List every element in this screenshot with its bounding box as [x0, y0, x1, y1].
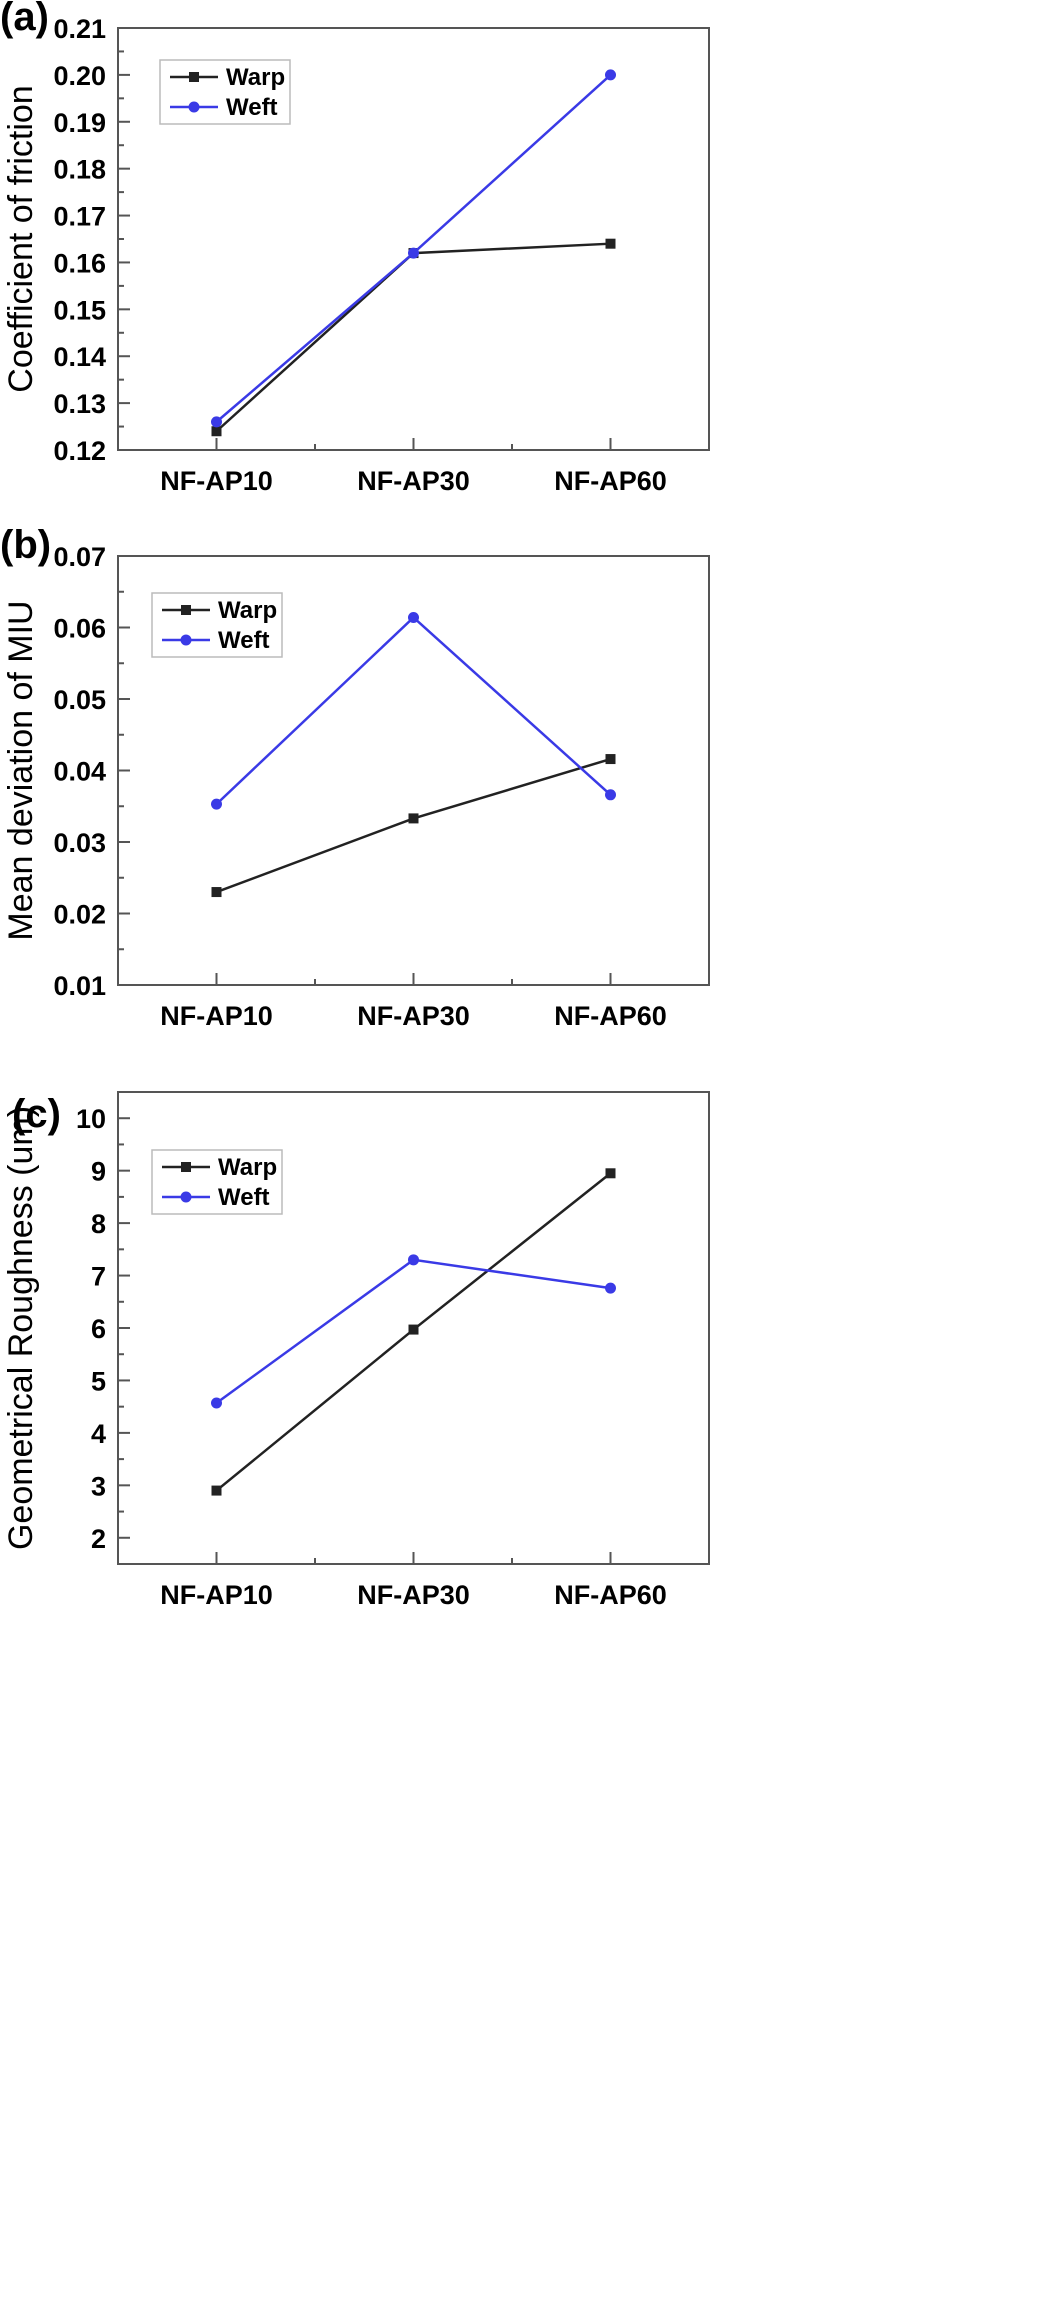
data-point-weft [408, 247, 419, 259]
data-point-warp [211, 1485, 222, 1496]
y-tick-label: 6 [91, 1314, 106, 1344]
panel-c: (c) 2 3 4 5 6 7 8 9 10 NF-AP10 NF-AP30 NF-AP60 Geomet… [2, 1091, 710, 1610]
y-tick-label: 0.16 [53, 248, 106, 278]
data-point-weft [408, 611, 419, 623]
y-tick-label: 0.04 [53, 757, 106, 787]
y-tick-label: 3 [91, 1471, 106, 1501]
data-point-weft [605, 789, 616, 801]
y-tick-label: 10 [76, 1104, 106, 1134]
data-point-warp [408, 813, 419, 824]
legend-marker-weft [180, 1191, 192, 1203]
y-tick-label: 2 [91, 1524, 106, 1554]
legend-label-weft: Weft [218, 627, 270, 654]
y-axis-label: Geometrical Roughness (um) [2, 1106, 40, 1550]
y-tick-label: 0.20 [53, 61, 106, 91]
y-tick-label: 0.14 [53, 342, 106, 372]
y-tick-label: 0.07 [53, 542, 106, 572]
y-tick-label: 8 [91, 1209, 106, 1239]
y-axis-label: Mean deviation of MIU [2, 600, 40, 940]
legend-label-warp: Warp [218, 1154, 277, 1181]
legend-box [159, 59, 291, 125]
legend-label-warp: Warp [226, 64, 285, 91]
legend-marker-weft [180, 634, 192, 646]
y-tick-label: 0.01 [53, 971, 106, 1001]
y-tick-label: 0.18 [53, 155, 106, 185]
data-point-warp [211, 887, 222, 898]
x-tick-label: NF-AP30 [357, 1001, 470, 1031]
data-point-weft [605, 69, 616, 81]
y-axis-label: Coefficient of friction [2, 85, 40, 392]
legend: Warp Weft [159, 59, 291, 125]
y-tick-label: 0.13 [53, 389, 106, 419]
y-tick-label: 0.03 [53, 828, 106, 858]
y-tick-label: 0.17 [53, 202, 106, 232]
y-tick-label: 9 [91, 1157, 106, 1187]
x-tick-label: NF-AP10 [160, 1001, 273, 1031]
legend-marker-warp [181, 605, 191, 615]
data-point-warp [605, 754, 616, 765]
panel-label: (b) [0, 523, 51, 567]
legend-box [151, 1149, 283, 1215]
y-tick-label: 0.21 [53, 14, 106, 44]
y-tick-label: 7 [91, 1262, 106, 1292]
legend-label-weft: Weft [226, 94, 278, 121]
series-line-warp [215, 242, 611, 433]
x-tick-label: NF-AP60 [554, 1580, 667, 1610]
legend: Warp Weft [151, 592, 283, 658]
data-point-weft [211, 798, 222, 810]
panel-b: (b) 0.01 0.02 0.03 0.04 0.05 0.06 0.07 NF-AP10 NF… [0, 523, 710, 1031]
x-tick-label: NF-AP10 [160, 1580, 273, 1610]
x-tick-label: NF-AP60 [554, 466, 667, 496]
series-line-warp [216, 757, 611, 894]
y-tick-label: 0.06 [53, 614, 106, 644]
legend-marker-warp [181, 1162, 191, 1172]
y-tick-label: 0.12 [53, 436, 106, 466]
legend-box [151, 592, 283, 658]
y-tick-label: 0.19 [53, 108, 106, 138]
legend-label-warp: Warp [218, 597, 277, 624]
panel-label: (c) [12, 1092, 61, 1136]
panel-a: (a) 0.12 0.13 0.14 0.15 0.16 0.17 0.18 0.19 0.20 0… [0, 0, 710, 496]
legend: Warp Weft [151, 1149, 283, 1215]
data-point-warp [605, 1168, 616, 1179]
data-point-weft [211, 1397, 222, 1409]
y-tick-label: 0.02 [53, 900, 106, 930]
y-tick-label: 0.05 [53, 685, 106, 715]
data-point-warp [408, 1324, 419, 1335]
x-tick-label: NF-AP10 [160, 466, 273, 496]
data-point-weft [605, 1282, 616, 1294]
data-point-weft [211, 416, 222, 428]
x-tick-label: NF-AP60 [554, 1001, 667, 1031]
y-tick-label: 0.15 [53, 295, 106, 325]
legend-label-weft: Weft [218, 1184, 270, 1211]
y-tick-label: 4 [91, 1419, 106, 1449]
legend-marker-weft [188, 101, 200, 113]
y-tick-label: 5 [91, 1366, 106, 1396]
panel-label: (a) [0, 0, 49, 39]
x-tick-label: NF-AP30 [357, 466, 470, 496]
x-tick-label: NF-AP30 [357, 1580, 470, 1610]
data-point-weft [408, 1254, 419, 1266]
legend-marker-warp [189, 72, 199, 82]
data-point-warp [211, 426, 222, 437]
data-point-warp [605, 238, 616, 249]
